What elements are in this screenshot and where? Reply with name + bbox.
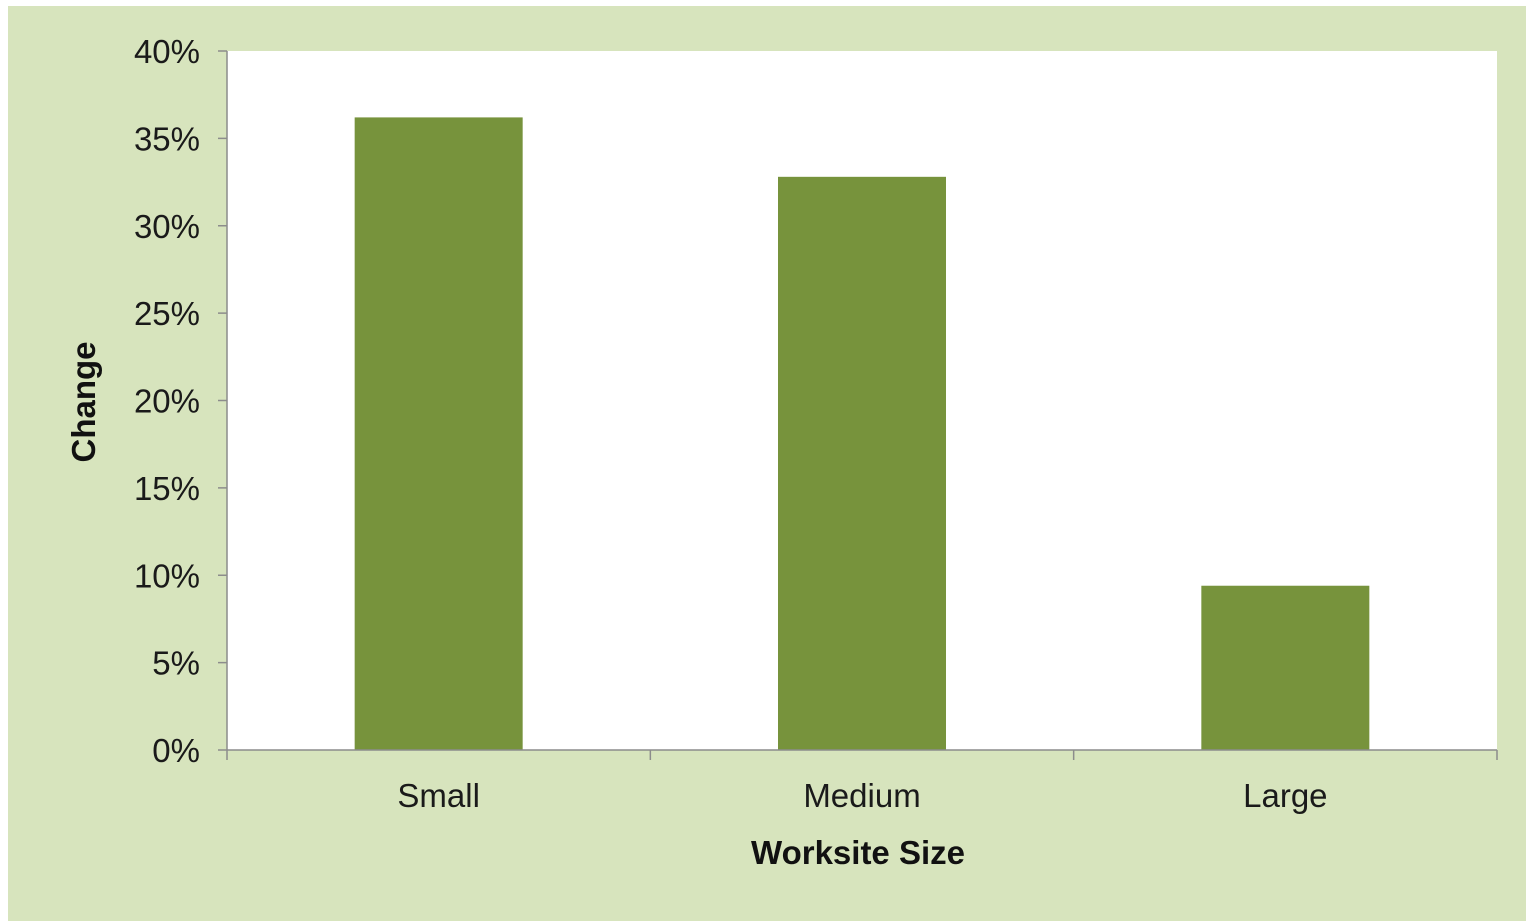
x-tick-label: Small xyxy=(397,777,480,814)
bars xyxy=(354,117,1370,750)
y-tick-label: 10% xyxy=(134,557,200,594)
x-tick-label: Medium xyxy=(803,777,920,814)
axes xyxy=(218,50,1498,760)
y-tick-label: 35% xyxy=(134,120,200,157)
x-tick-label: Large xyxy=(1243,777,1327,814)
y-axis-tick-labels: 0% 5% 10% 15% 20% 25% 30% 35% 40% xyxy=(134,33,200,769)
x-axis-title: Worksite Size xyxy=(751,834,965,871)
chart-area: 0% 5% 10% 15% 20% 25% 30% 35% 40% Small Medium Lar… xyxy=(8,6,1526,921)
y-tick-label: 15% xyxy=(134,470,200,507)
y-tick-label: 25% xyxy=(134,295,200,332)
y-tick-label: 30% xyxy=(134,208,200,245)
y-axis-title: Change xyxy=(65,341,102,462)
y-tick-label: 0% xyxy=(152,732,200,769)
y-tick-label: 40% xyxy=(134,33,200,70)
x-axis-tick-labels: Small Medium Large xyxy=(397,777,1327,814)
bar-small xyxy=(354,117,523,750)
bar-chart: 0% 5% 10% 15% 20% 25% 30% 35% 40% Small Medium Lar… xyxy=(65,33,1498,871)
bar-medium xyxy=(778,176,946,750)
y-tick-label: 5% xyxy=(152,645,200,682)
bar-large xyxy=(1201,585,1370,750)
y-tick-label: 20% xyxy=(134,383,200,420)
